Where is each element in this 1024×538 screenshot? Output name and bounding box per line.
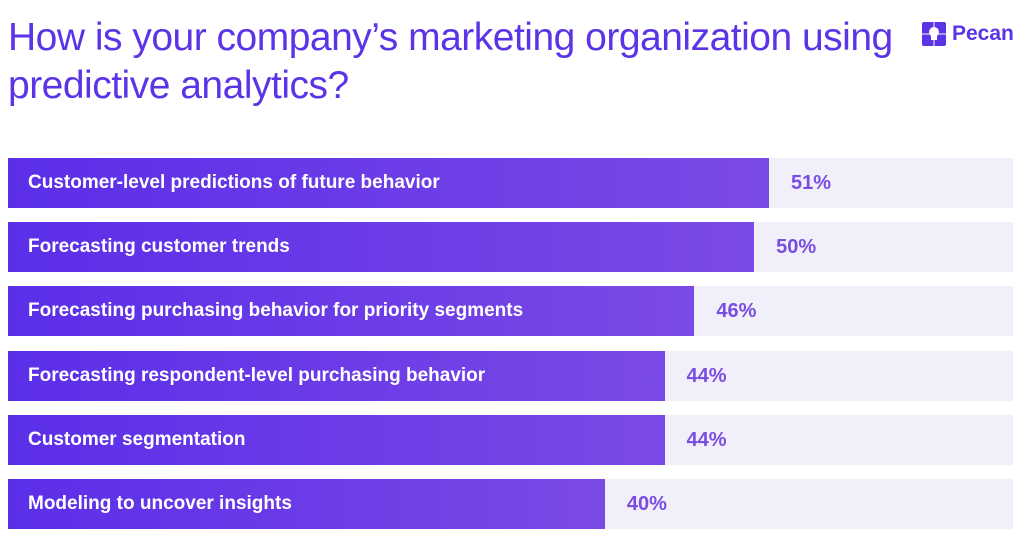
bar [8, 286, 695, 337]
bar [8, 222, 755, 273]
bar-row: Customer segmentation 44% [8, 414, 1013, 465]
pecan-logo-icon [922, 22, 946, 46]
bar-row: Modeling to uncover insights 40% [8, 479, 1013, 529]
category-label: Modeling to uncover insights [28, 493, 292, 514]
bar-row: Customer-level predictions of future beh… [8, 158, 1013, 208]
value-label: 44% [686, 364, 727, 387]
value-label: 40% [626, 493, 667, 515]
bar-row: Forecasting respondent-level purchasing … [8, 350, 1013, 401]
category-label: Customer segmentation [28, 428, 246, 450]
bar [8, 479, 605, 529]
category-label: Forecasting customer trends [28, 236, 290, 258]
category-label: Forecasting respondent-level purchasing … [28, 364, 486, 386]
value-label: 44% [686, 428, 727, 451]
bar [8, 350, 665, 401]
value-label: 50% [776, 236, 817, 259]
value-label: 51% [791, 172, 832, 194]
category-label: Customer-level predictions of future beh… [28, 172, 440, 193]
bar [8, 158, 769, 208]
pecan-logo: Pecan [922, 22, 1014, 46]
bar-row: Forecasting customer trends 50% [8, 222, 1013, 273]
bar-row: Forecasting purchasing behavior for prio… [8, 286, 1013, 337]
logo-text: Pecan [952, 22, 1014, 45]
category-label: Forecasting purchasing behavior for prio… [28, 300, 524, 322]
bar [8, 414, 665, 465]
chart-title: How is your company’s marketing organiza… [8, 16, 893, 107]
value-label: 46% [716, 300, 757, 323]
